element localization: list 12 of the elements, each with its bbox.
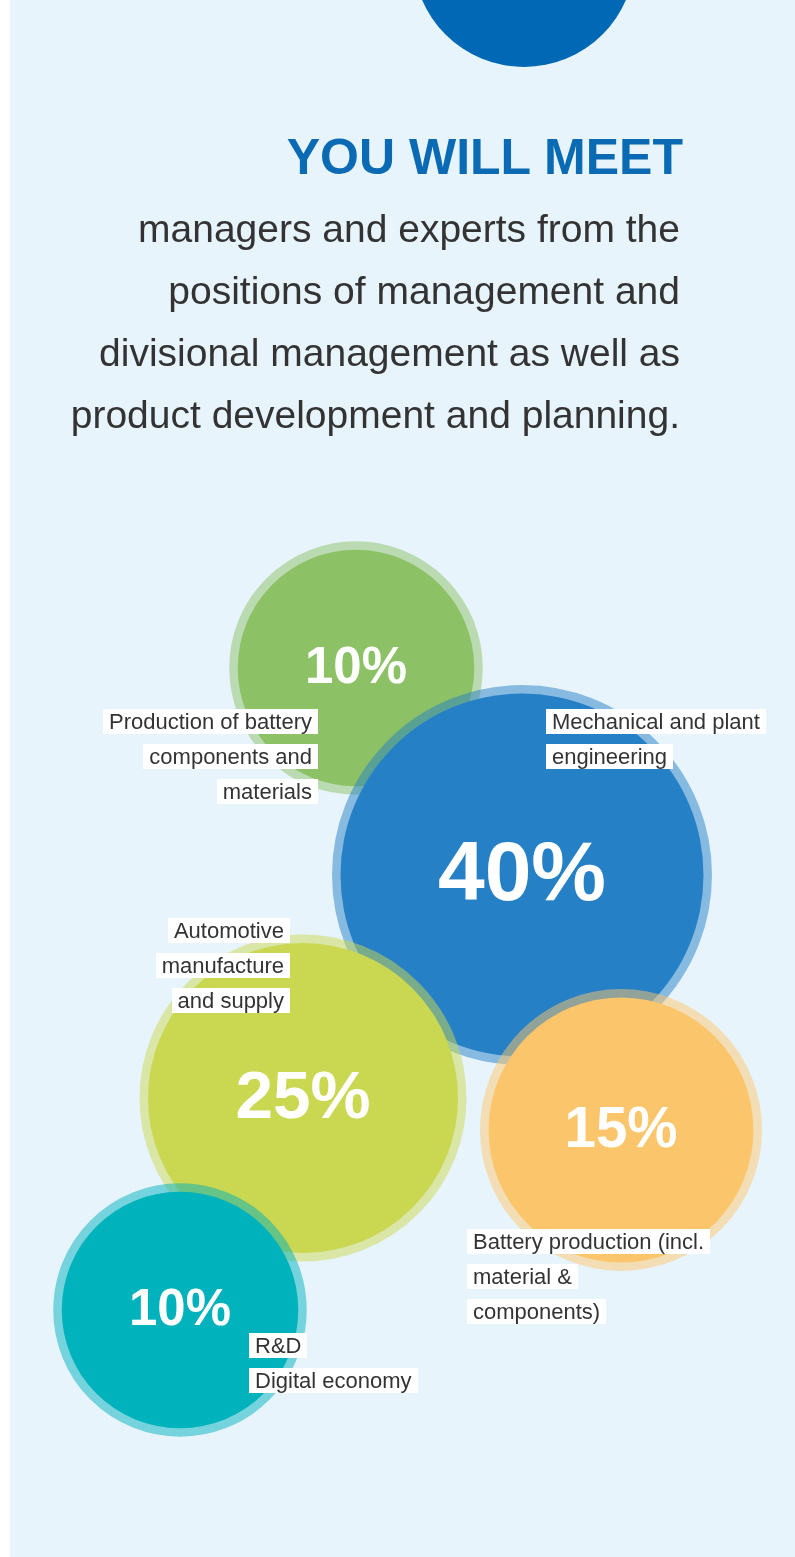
data-label: 40% (437, 824, 607, 918)
text: managers and experts from the positions of management and divisional management as well as product development and planning. (69, 206, 680, 438)
data-label: 10% (128, 1279, 232, 1336)
data-label: 15% (564, 1096, 678, 1159)
category-label: Production of battery components and materials (102, 709, 318, 804)
category-label: R&D Digital economy (249, 1333, 418, 1393)
text: YOU WILL MEET (286, 128, 683, 186)
category-label: Mechanical and plant engineering (546, 709, 766, 769)
category-label: Automotive manufacture and supply (155, 918, 290, 1013)
data-label: 10% (304, 637, 408, 694)
category-label: Battery production (incl. material & components) (467, 1229, 711, 1324)
data-label: 25% (235, 1057, 371, 1132)
